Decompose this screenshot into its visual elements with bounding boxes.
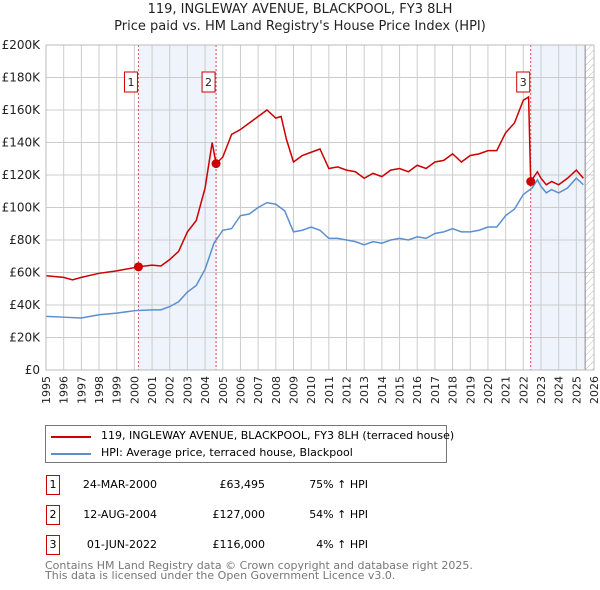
hpi-series-line xyxy=(45,177,584,319)
footer-line1: Contains HM Land Registry data © Crown c… xyxy=(45,559,473,572)
transaction-price: £127,000 xyxy=(212,508,266,521)
x-tick-label: 2002 xyxy=(164,376,177,404)
property-series-line xyxy=(45,95,584,281)
transaction-number-badge: 3 xyxy=(46,535,60,555)
y-tick-label: £160K xyxy=(2,103,42,117)
chart-title-line2: Price paid vs. HM Land Registry's House … xyxy=(114,19,486,34)
x-tick-label: 2025 xyxy=(570,376,583,404)
transaction-row: 1 24-MAR-2000 £63,495 75% ↑ HPI xyxy=(0,475,600,495)
legend-swatch-property xyxy=(51,436,91,438)
sale-point xyxy=(526,177,536,186)
y-tick-label: £200K xyxy=(2,38,42,52)
legend-label: 119, INGLEWAY AVENUE, BLACKPOOL, FY3 8LH… xyxy=(101,429,455,442)
x-tick-label: 2000 xyxy=(128,376,141,404)
sale-label-box: 3 xyxy=(516,71,531,93)
x-tick-label: 2011 xyxy=(323,376,336,404)
sale-label-number: 1 xyxy=(127,76,134,89)
x-tick-label: 1998 xyxy=(93,376,106,404)
plot-border xyxy=(45,44,595,371)
chart-title-line1: 119, INGLEWAY AVENUE, BLACKPOOL, FY3 8LH xyxy=(147,2,453,17)
x-tick-label: 2026 xyxy=(588,376,600,404)
x-tick-label: 2018 xyxy=(447,376,460,404)
x-tick-label: 2023 xyxy=(535,376,548,404)
x-tick-label: 2008 xyxy=(270,376,283,404)
sale-label-box: 1 xyxy=(123,71,138,93)
transaction-price: £63,495 xyxy=(219,478,266,491)
sale-label-border xyxy=(201,71,216,93)
x-tick-label: 2007 xyxy=(252,376,265,404)
sale-label-box: 2 xyxy=(201,71,216,93)
y-tick-label: £100K xyxy=(2,201,42,215)
transaction-number-badge: 2 xyxy=(46,505,60,525)
footer-line2: This data is licensed under the Open Gov… xyxy=(45,569,396,582)
x-tick-label: 1996 xyxy=(58,376,71,404)
x-tick-label: 2006 xyxy=(234,376,247,404)
sale-label-border xyxy=(516,71,531,93)
x-tick-label: 1999 xyxy=(111,376,124,404)
y-tick-label: £60K xyxy=(9,266,41,280)
sale-label-number: 2 xyxy=(205,76,212,89)
x-tick-label: 2024 xyxy=(553,376,566,404)
x-tick-label: 2021 xyxy=(500,376,513,404)
x-tick-label: 1997 xyxy=(75,376,88,404)
transaction-number-badge: 1 xyxy=(46,475,60,495)
y-tick-label: £120K xyxy=(2,168,42,182)
x-tick-label: 1995 xyxy=(40,376,53,404)
sale-label-number: 3 xyxy=(520,76,527,89)
x-tick-label: 2005 xyxy=(217,376,230,404)
transaction-date: 01-JUN-2022 xyxy=(86,538,157,551)
legend-swatch-hpi xyxy=(51,453,91,455)
y-tick-label: £140K xyxy=(2,136,42,150)
sale-point xyxy=(133,262,143,272)
transaction-date: 12-AUG-2004 xyxy=(83,508,157,521)
footer: Contains HM Land Registry data © Crown c… xyxy=(45,559,473,582)
transaction-date: 24-MAR-2000 xyxy=(82,478,157,491)
transaction-hpi-change: 54% ↑ HPI xyxy=(309,508,368,521)
transaction-hpi-change: 4% ↑ HPI xyxy=(316,538,368,551)
x-tick-label: 2001 xyxy=(146,376,159,404)
y-tick-label: £0 xyxy=(25,363,40,377)
transaction-row: 3 01-JUN-2022 £116,000 4% ↑ HPI xyxy=(0,535,600,555)
y-tick-label: £20K xyxy=(9,331,41,345)
x-tick-label: 2004 xyxy=(199,376,212,404)
transaction-row: 2 12-AUG-2004 £127,000 54% ↑ HPI xyxy=(0,505,600,525)
price-chart: 1995 1996 1997 1998 1999 2000 2001 2002 2003 2004… xyxy=(2,38,600,404)
x-tick-label: 2017 xyxy=(429,376,442,404)
transaction-hpi-change: 75% ↑ HPI xyxy=(309,478,368,491)
x-tick-label: 2015 xyxy=(394,376,407,404)
x-tick-label: 2003 xyxy=(181,376,194,404)
y-tick-label: £80K xyxy=(9,233,41,247)
sale-point xyxy=(211,159,221,169)
x-tick-label: 2013 xyxy=(358,376,371,404)
x-tick-label: 2012 xyxy=(341,376,354,404)
x-tick-label: 2016 xyxy=(411,376,424,404)
x-tick-label: 2020 xyxy=(482,376,495,404)
transaction-price: £116,000 xyxy=(212,538,266,551)
x-tick-label: 2010 xyxy=(305,376,318,404)
legend-label: HPI: Average price, terraced house, Blac… xyxy=(101,446,353,459)
x-tick-label: 2019 xyxy=(464,376,477,404)
y-tick-label: £40K xyxy=(9,298,41,312)
x-tick-label: 2009 xyxy=(287,376,300,404)
x-tick-label: 2014 xyxy=(376,376,389,404)
y-tick-label: £180K xyxy=(2,71,42,85)
x-tick-label: 2022 xyxy=(517,376,530,404)
sale-label-border xyxy=(123,71,138,93)
legend: 119, INGLEWAY AVENUE, BLACKPOOL, FY3 8LH… xyxy=(45,425,454,463)
